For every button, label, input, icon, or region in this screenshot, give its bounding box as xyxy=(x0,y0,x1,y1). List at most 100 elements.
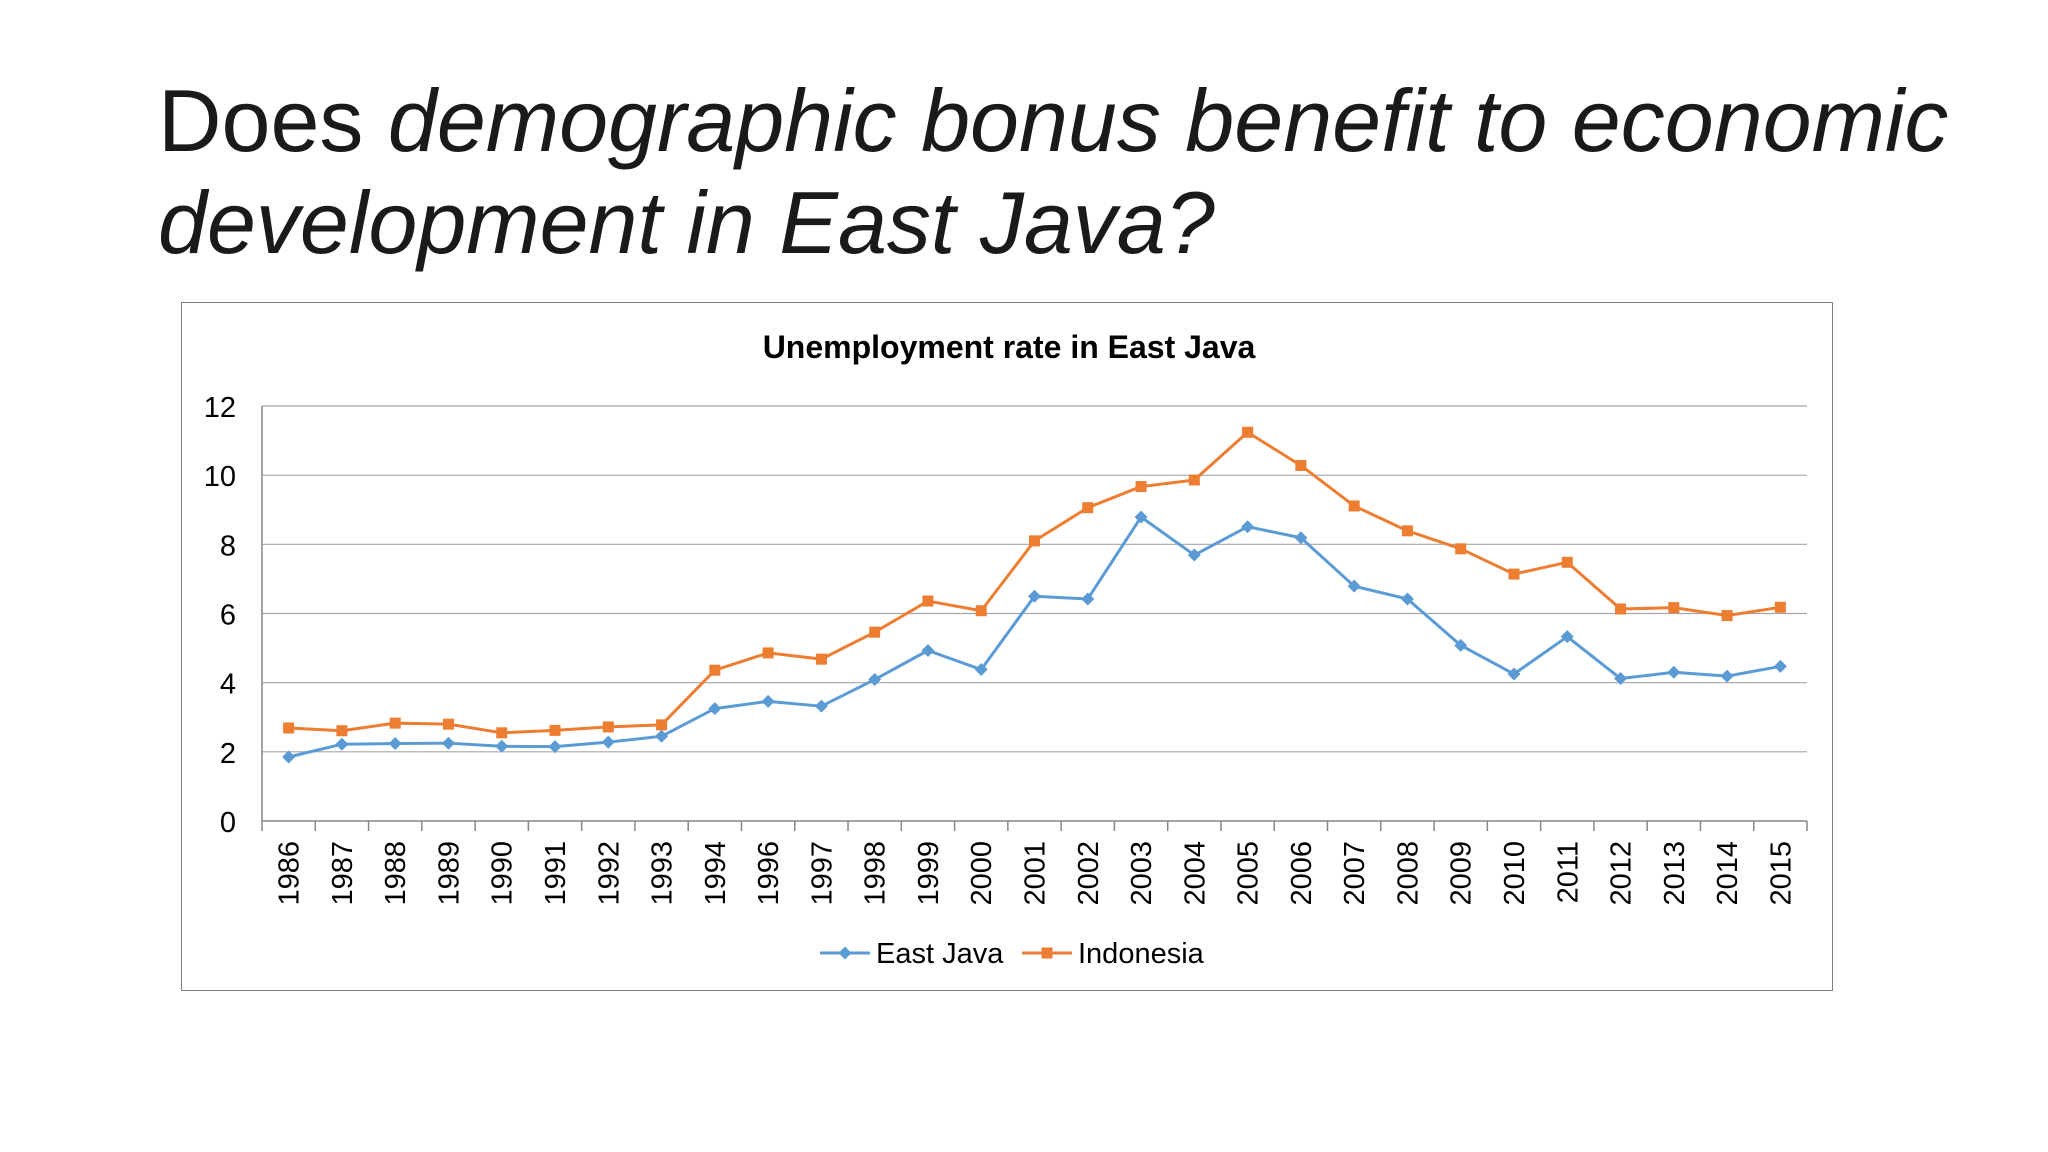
data-point xyxy=(1721,610,1733,622)
data-point xyxy=(549,724,561,736)
x-tick-label: 2000 xyxy=(966,841,998,906)
x-tick-label: 2010 xyxy=(1499,841,1531,906)
data-point xyxy=(1081,592,1095,606)
data-point xyxy=(1455,543,1467,555)
data-point xyxy=(602,721,614,733)
data-point xyxy=(868,673,882,687)
y-tick-label: 6 xyxy=(220,600,236,632)
x-tick-label: 1986 xyxy=(274,841,306,906)
legend-item: Indonesia xyxy=(1022,938,1205,970)
data-point xyxy=(442,718,454,730)
data-point xyxy=(1294,531,1308,545)
x-tick-label: 1994 xyxy=(700,841,732,906)
y-tick-label: 4 xyxy=(220,669,236,701)
x-tick-label: 1997 xyxy=(806,841,838,906)
data-point xyxy=(1560,630,1574,644)
x-tick-label: 1989 xyxy=(433,841,465,906)
data-point xyxy=(1774,601,1786,613)
slide-title-prefix: Does xyxy=(158,71,388,170)
legend-item: East Java xyxy=(820,938,1004,970)
data-point xyxy=(761,694,775,708)
data-point xyxy=(283,722,295,734)
x-tick-label: 1996 xyxy=(753,841,785,906)
chart-title: Unemployment rate in East Java xyxy=(763,329,1256,365)
x-tick-label: 1990 xyxy=(487,841,519,906)
x-tick-label: 2009 xyxy=(1446,841,1478,906)
data-point xyxy=(1082,502,1094,514)
legend-label: East Java xyxy=(876,938,1004,970)
x-tick-label: 1991 xyxy=(540,841,572,906)
data-point xyxy=(496,727,508,739)
data-point xyxy=(1041,947,1053,959)
axes: 0 2 4 6 8 10 12 1986 1987 1988 1989 1990 1991 1992 199… xyxy=(204,392,1808,906)
data-point xyxy=(1667,665,1681,679)
x-tick-label: 2014 xyxy=(1712,841,1744,906)
series-line xyxy=(288,430,1781,735)
x-tick-label: 1998 xyxy=(860,841,892,906)
data-point xyxy=(869,626,881,638)
gridlines xyxy=(262,405,1807,753)
data-point xyxy=(336,725,348,737)
x-tick-label: 2002 xyxy=(1073,841,1105,906)
data-point xyxy=(708,702,722,716)
data-point xyxy=(709,664,721,676)
series-east-java xyxy=(282,510,1787,764)
y-tick-label: 10 xyxy=(204,461,236,493)
x-tick-label: 2006 xyxy=(1286,841,1318,906)
data-point xyxy=(762,647,774,659)
chart-frame: Unemployment rate in East Java 0 2 4 6 8 10 12… xyxy=(181,302,1833,991)
data-point xyxy=(1241,520,1255,534)
data-point xyxy=(1187,548,1201,562)
data-point xyxy=(814,699,828,713)
unemployment-line-chart: Unemployment rate in East Java 0 2 4 6 8 10 12… xyxy=(204,329,1808,970)
legend: East Java Indonesia xyxy=(820,938,1205,970)
x-tick-label: 2015 xyxy=(1765,841,1797,906)
x-tick-label: 2005 xyxy=(1233,841,1265,906)
data-point xyxy=(1188,474,1200,486)
data-point xyxy=(921,644,935,658)
data-point xyxy=(601,735,615,749)
data-point xyxy=(1561,556,1573,568)
data-point xyxy=(1400,592,1414,606)
data-point xyxy=(495,739,509,753)
data-point xyxy=(815,653,827,665)
data-point xyxy=(1454,638,1468,652)
x-tick-label: 1988 xyxy=(380,841,412,906)
x-tick-label: 2004 xyxy=(1179,841,1211,906)
y-tick-label: 12 xyxy=(204,392,236,424)
x-tick-label: 2012 xyxy=(1606,841,1638,906)
data-point xyxy=(1401,525,1413,537)
data-point xyxy=(548,740,562,754)
data-point xyxy=(1242,426,1254,438)
slide-title: Does demographic bonus benefit to econom… xyxy=(158,70,1978,274)
data-point xyxy=(1615,603,1627,615)
data-point xyxy=(388,737,402,751)
data-point xyxy=(922,595,934,607)
data-point xyxy=(975,605,987,617)
data-point xyxy=(1348,500,1360,512)
x-tick-label: 2001 xyxy=(1020,841,1052,906)
series-line xyxy=(288,515,1781,759)
data-point xyxy=(656,719,668,731)
data-point xyxy=(1029,535,1040,547)
data-point xyxy=(441,736,455,750)
x-tick-label: 1999 xyxy=(913,841,945,906)
x-tick-label: 2011 xyxy=(1552,841,1584,903)
data-point xyxy=(1614,672,1628,686)
data-point xyxy=(1668,602,1680,614)
slide-title-emphasis: demographic bonus benefit to economic de… xyxy=(158,71,1949,272)
data-point xyxy=(1135,481,1147,493)
x-tick-label: 2013 xyxy=(1659,841,1691,906)
x-tick-label: 1992 xyxy=(593,841,625,906)
y-tick-label: 2 xyxy=(220,738,236,770)
data-point xyxy=(1347,579,1361,593)
data-point xyxy=(1507,667,1521,681)
data-point xyxy=(282,750,296,764)
data-point xyxy=(974,663,988,677)
x-tick-label: 2003 xyxy=(1126,841,1158,906)
x-tick-label: 2008 xyxy=(1392,841,1424,906)
data-point xyxy=(1773,659,1787,673)
data-point xyxy=(335,737,349,751)
legend-label: Indonesia xyxy=(1078,938,1205,970)
data-point xyxy=(1134,510,1148,524)
